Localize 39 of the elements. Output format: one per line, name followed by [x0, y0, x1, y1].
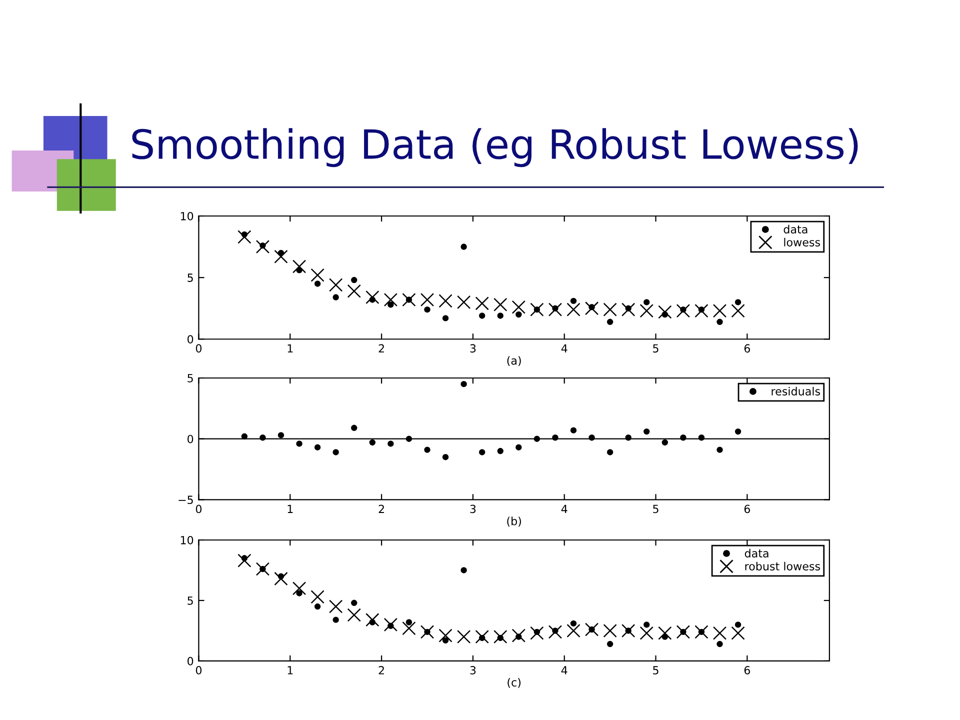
x-tick-label: 5	[653, 504, 658, 514]
legend-label: data	[784, 224, 808, 234]
x-axis-title: (c)	[508, 678, 521, 688]
x-tick-label: 1	[288, 344, 293, 352]
legend-label: robust lowess	[745, 562, 820, 570]
x-tick-label: 4	[561, 666, 568, 674]
x-tick-label: 3	[470, 344, 476, 353]
x-tick-label: 0	[196, 504, 202, 514]
x-tick-label: 6	[744, 344, 750, 353]
x-tick-label: 1	[288, 666, 293, 674]
x-tick-label: 2	[378, 666, 384, 674]
x-tick-label: 4	[561, 344, 568, 352]
x-tick-label: 4	[561, 504, 568, 513]
legend-label: lowess	[784, 238, 820, 246]
x-axis-title: (a)	[507, 356, 521, 366]
x-tick-label: 6	[744, 504, 750, 514]
y-tick-label: 5	[188, 596, 193, 605]
x-tick-label: 5	[653, 344, 658, 353]
x-tick-label: 3	[470, 666, 476, 674]
y-tick-label: −5	[178, 496, 193, 504]
x-tick-label: 6	[744, 666, 750, 674]
legend-label: data	[744, 548, 768, 558]
legend-label: residuals	[772, 386, 820, 396]
x-tick-label: 0	[196, 344, 202, 353]
x-tick-label: 3	[470, 504, 476, 514]
y-tick-label: 5	[188, 374, 193, 382]
x-tick-label: 0	[196, 666, 202, 674]
x-tick-label: 1	[288, 504, 293, 513]
y-tick-label: 0	[188, 656, 194, 666]
y-tick-label: 10	[180, 536, 194, 544]
y-tick-label: 5	[188, 274, 193, 282]
x-tick-label: 2	[378, 344, 384, 352]
y-tick-label: 10	[180, 212, 194, 220]
x-tick-label: 5	[653, 666, 658, 674]
x-tick-label: 2	[378, 504, 384, 513]
y-tick-label: 0	[188, 434, 194, 444]
x-axis-title: (b)	[507, 516, 521, 527]
y-tick-label: 0	[188, 335, 194, 344]
chart-title: Smoothing Data (eg Robust Lowess)	[132, 128, 858, 168]
